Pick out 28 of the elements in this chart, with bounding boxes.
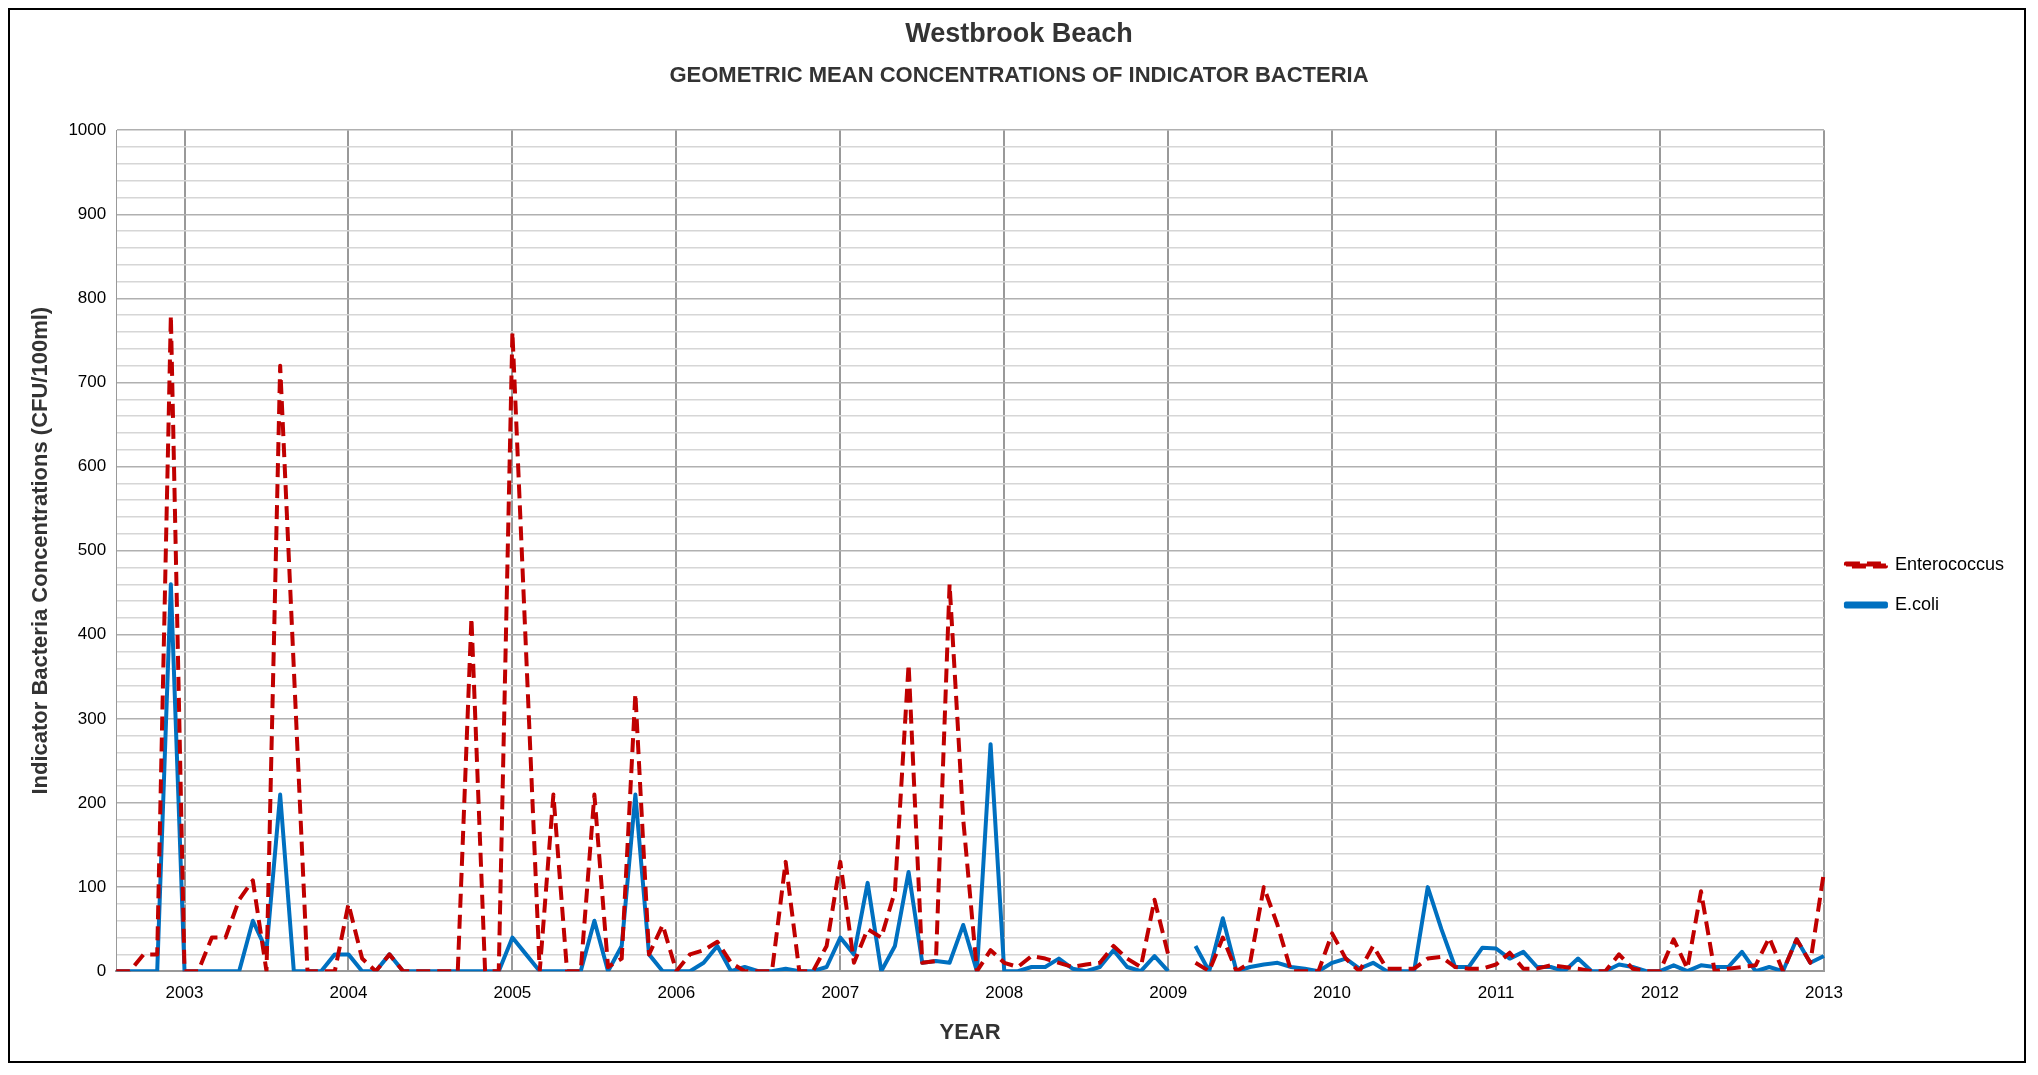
x-tick-label: 2004 xyxy=(329,983,368,1003)
x-tick-label: 2008 xyxy=(985,983,1024,1003)
x-tick-label: 2006 xyxy=(657,983,696,1003)
x-tick-label: 2005 xyxy=(493,983,532,1003)
y-tick-label: 800 xyxy=(77,288,107,308)
y-tick-label: 0 xyxy=(96,960,107,980)
x-tick-label: 2012 xyxy=(1641,983,1679,1003)
y-tick-label: 500 xyxy=(77,540,107,560)
x-tick-label: 2013 xyxy=(1805,983,1843,1003)
y-tick-label: 700 xyxy=(77,372,107,392)
legend-label: Enterococcus xyxy=(1894,553,2005,574)
x-tick-label: 2007 xyxy=(821,983,860,1003)
y-tick-label: 100 xyxy=(77,876,107,896)
y-tick-label: 300 xyxy=(77,708,107,728)
x-tick-label: 2009 xyxy=(1149,983,1188,1003)
y-tick-label: 200 xyxy=(77,792,107,812)
y-tick-label: 900 xyxy=(77,203,107,223)
y-axis-title: Indicator Bacteria Concentrations (CFU/100ml) xyxy=(27,306,53,795)
legend-label: E.coli xyxy=(1894,593,1939,614)
x-tick-label: 2010 xyxy=(1313,983,1352,1003)
x-axis-title: YEAR xyxy=(939,1018,1001,1044)
chart-subtitle: GEOMETRIC MEAN CONCENTRATIONS OF INDICATOR BACTERIA xyxy=(668,62,1370,88)
x-tick-label: 2011 xyxy=(1477,983,1515,1003)
chart-title: Westbrook Beach xyxy=(904,18,1134,49)
y-tick-label: 1000 xyxy=(68,119,107,139)
y-tick-label: 600 xyxy=(77,456,107,476)
y-tick-label: 400 xyxy=(77,624,107,644)
x-tick-label: 2003 xyxy=(165,983,204,1003)
